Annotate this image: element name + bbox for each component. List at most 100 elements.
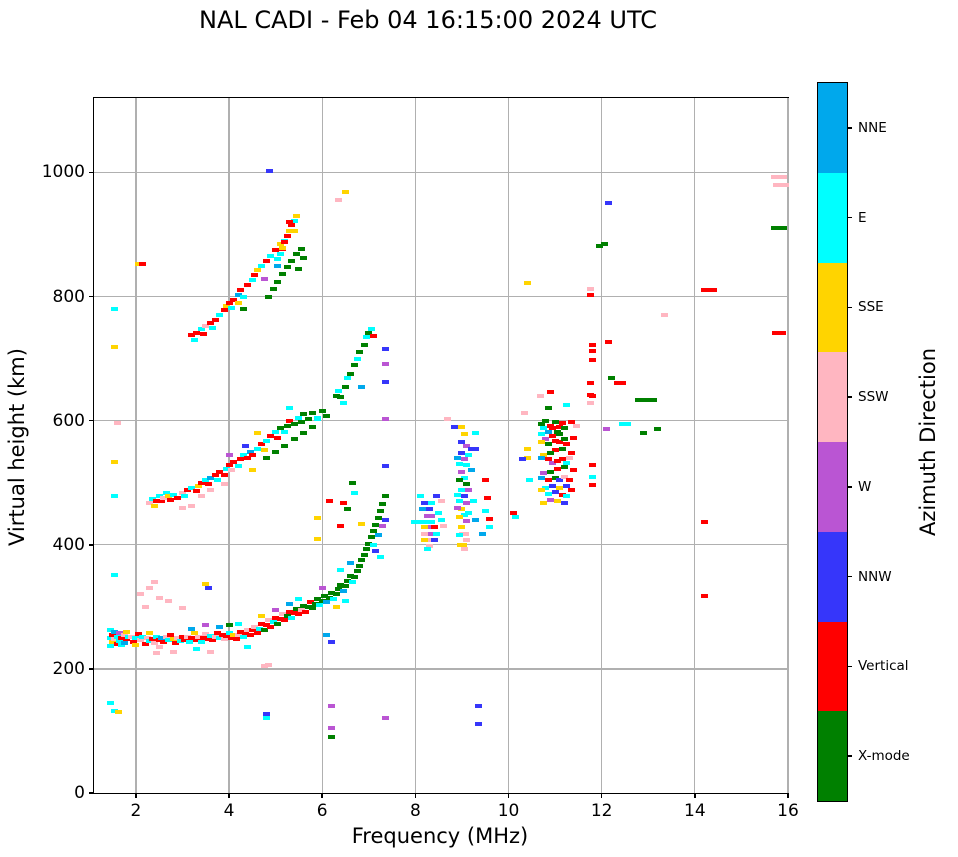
echo-point — [560, 437, 568, 442]
echo-point — [276, 617, 284, 622]
echo-point — [213, 477, 221, 482]
echo-point — [227, 468, 235, 473]
echo-point — [536, 394, 544, 399]
echo-point — [472, 517, 480, 522]
echo-point — [244, 283, 252, 288]
echo-point — [162, 491, 170, 496]
echo-point — [337, 524, 345, 529]
echo-point — [300, 412, 308, 417]
echo-point — [216, 635, 224, 640]
echo-point — [549, 426, 557, 431]
echo-point — [519, 457, 526, 462]
echo-point — [155, 638, 163, 643]
echo-point — [293, 252, 301, 257]
echo-point — [567, 419, 575, 424]
chart-title: NAL CADI - Feb 04 16:15:00 2024 UTC — [198, 6, 657, 34]
colorbar-tick-mark — [848, 665, 852, 668]
echo-point — [281, 443, 289, 448]
echo-point — [472, 431, 480, 436]
echo-point — [223, 467, 231, 472]
echo-point — [342, 384, 350, 389]
colorbar-tick-label: SSE — [858, 299, 884, 316]
echo-point — [153, 651, 161, 656]
colorbar-segment-nne — [818, 83, 847, 173]
echo-point — [563, 460, 571, 465]
echo-point — [155, 595, 163, 600]
x-tick-label: 8 — [409, 801, 421, 821]
echo-point — [570, 468, 578, 473]
echo-point — [602, 427, 610, 432]
echo-point — [560, 474, 568, 479]
echo-point — [565, 477, 573, 482]
echo-point — [556, 432, 564, 437]
echo-point — [558, 446, 566, 451]
echo-point — [272, 616, 280, 620]
echo-point — [381, 715, 389, 720]
echo-point — [239, 452, 247, 457]
gridline-horizontal — [94, 295, 788, 298]
gridline-horizontal — [94, 668, 788, 670]
echo-point — [230, 460, 238, 465]
echo-point — [416, 494, 424, 499]
echo-point — [525, 477, 533, 482]
echo-point — [332, 604, 340, 609]
x-tick-label: 6 — [316, 801, 328, 821]
echo-point — [456, 499, 464, 504]
echo-point — [165, 598, 173, 603]
echo-point — [460, 432, 468, 437]
y-tick-label: 1000 — [41, 162, 85, 183]
echo-point — [304, 416, 312, 421]
colorbar-tick-label: SSW — [858, 389, 889, 406]
echo-point — [465, 488, 473, 493]
colorbar-tick-mark — [848, 575, 852, 578]
echo-point — [458, 488, 466, 493]
echo-point — [260, 277, 268, 282]
echo-point — [567, 450, 575, 455]
echo-point — [295, 415, 303, 420]
echo-point — [141, 642, 149, 647]
echo-point — [570, 436, 578, 441]
echo-point — [358, 384, 366, 389]
echo-point — [551, 475, 559, 480]
echo-point — [318, 586, 326, 591]
x-axis-label: Frequency (MHz) — [351, 824, 529, 848]
echo-point — [202, 324, 210, 329]
echo-point — [614, 381, 627, 386]
echo-point — [130, 639, 138, 644]
echo-point — [111, 306, 119, 311]
echo-point — [151, 580, 159, 585]
echo-point — [234, 300, 242, 305]
echo-point — [544, 457, 552, 462]
echo-point — [537, 488, 545, 493]
colorbar-tick-label: NNW — [858, 568, 892, 585]
echo-point — [202, 623, 210, 628]
echo-point — [773, 182, 789, 187]
echo-point — [463, 463, 471, 468]
y-tick-mark — [89, 792, 94, 794]
echo-point — [288, 616, 296, 620]
echo-point — [770, 226, 787, 231]
echo-point — [355, 350, 363, 355]
echo-point — [239, 634, 247, 639]
echo-point — [141, 604, 149, 609]
echo-point — [127, 634, 135, 639]
echo-point — [549, 434, 557, 439]
echo-point — [425, 506, 433, 511]
echo-point — [302, 609, 310, 614]
echo-point — [216, 313, 224, 318]
echo-point — [451, 424, 459, 429]
echo-point — [342, 598, 350, 603]
echo-point — [600, 242, 608, 247]
echo-point — [244, 645, 252, 650]
echo-point — [220, 308, 228, 313]
echo-point — [544, 406, 552, 411]
echo-point — [216, 624, 224, 629]
echo-point — [116, 638, 124, 643]
x-tick-mark — [414, 793, 417, 798]
echo-point — [265, 618, 273, 623]
echo-point — [474, 722, 482, 727]
echo-point — [158, 499, 166, 504]
colorbar-label: Azimuth Direction — [916, 347, 940, 537]
echo-point — [587, 287, 595, 292]
echo-point — [367, 535, 375, 540]
